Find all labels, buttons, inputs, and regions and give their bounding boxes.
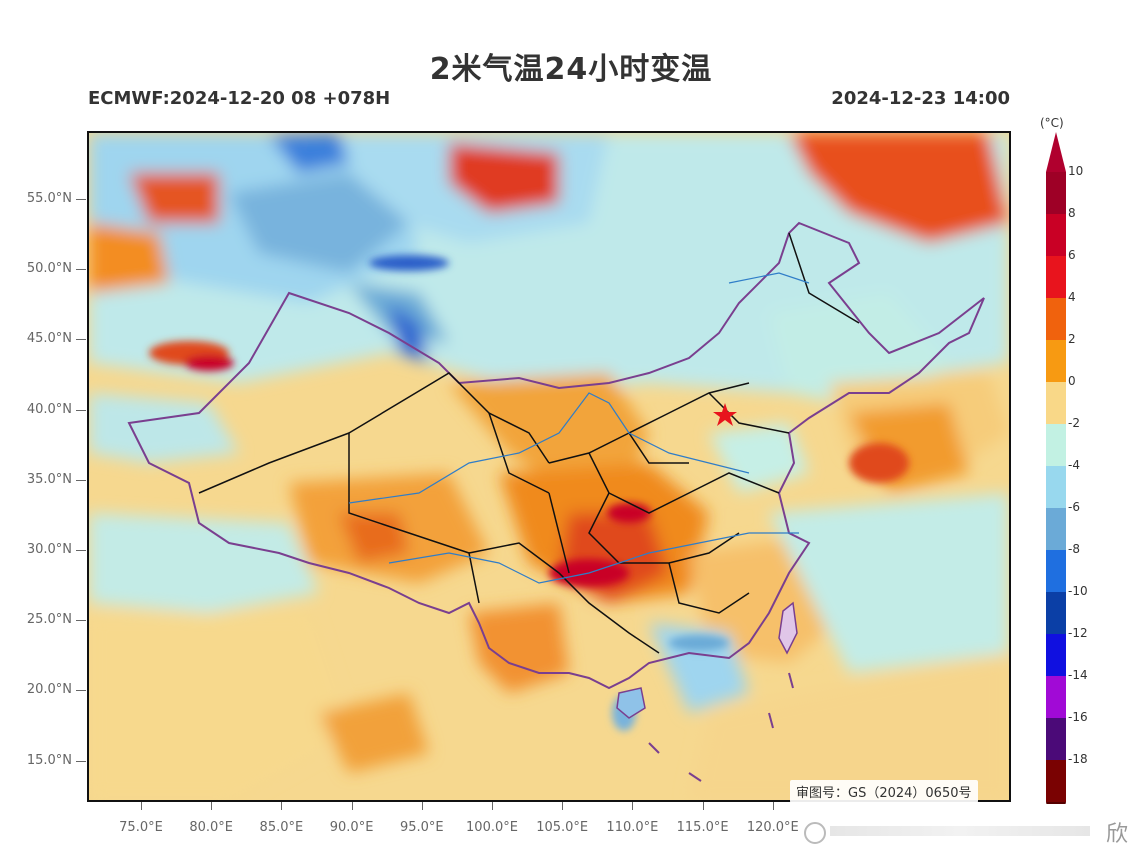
longitude-label: 120.0°E (746, 820, 799, 835)
latitude-label: 40.0°N (26, 401, 72, 417)
longitude-label: 75.0°E (119, 820, 163, 835)
colorbar-band (1046, 760, 1066, 802)
latitude-tick (76, 409, 86, 411)
national-boundary (127, 221, 985, 690)
longitude-label: 115.0°E (676, 820, 729, 835)
colorbar-band (1046, 676, 1066, 718)
star-icon (713, 403, 737, 426)
longitude-label: 85.0°E (259, 820, 304, 835)
taiwan-outline (778, 601, 798, 655)
latitude-label: 15.0°N (26, 752, 72, 768)
latitude-label: 55.0°N (26, 191, 72, 206)
colorbar-band (1046, 172, 1066, 214)
colorbar-label: -16 (1068, 710, 1088, 724)
longitude-tick (141, 802, 142, 810)
longitude-tick (562, 802, 564, 810)
latitude-tick (76, 760, 86, 762)
colorbar-band (1046, 718, 1066, 760)
colorbar-band (1046, 508, 1066, 550)
latitude-label: 30.0°N (26, 542, 72, 557)
longitude-tick (632, 802, 634, 810)
latitude-tick (76, 479, 86, 481)
colorbar-label: -10 (1068, 584, 1088, 598)
longitude-tick (281, 802, 283, 810)
colorbar-label: -12 (1068, 626, 1088, 640)
latitude-tick (76, 550, 86, 551)
colorbar-label: -8 (1068, 542, 1080, 556)
latitude-tick (76, 620, 86, 622)
latitude-label: 50.0°N (26, 261, 72, 277)
colorbar-band (1046, 382, 1066, 424)
longitude-label: 95.0°E (399, 820, 444, 835)
colorbar-band (1046, 634, 1066, 676)
temperature-change-map (87, 131, 1011, 802)
colorbar-band (1046, 466, 1066, 508)
longitude-label: 90.0°E (329, 820, 374, 835)
colorbar-top-arrow (1046, 132, 1066, 172)
latitude-label: 35.0°N (26, 471, 72, 487)
legend-unit: (°C) (1040, 116, 1064, 130)
map-canvas (89, 133, 1009, 800)
colorbar-label: -14 (1068, 668, 1088, 682)
map-title: 2米气温24小时变温 (429, 52, 713, 87)
colorbar-label: 10 (1068, 164, 1084, 178)
latitude-label: 25.0°N (26, 612, 72, 628)
colorbar-label: 8 (1068, 206, 1076, 220)
longitude-tick (351, 802, 353, 810)
colorbar-label: 6 (1068, 248, 1076, 262)
provincial-boundaries (198, 232, 860, 654)
longitude-tick (772, 802, 774, 810)
colorbar-label: 2 (1068, 332, 1076, 346)
latitude-tick (76, 690, 86, 692)
rivers (348, 272, 810, 584)
colorbar-band (1046, 340, 1066, 382)
map-approval-number: 审图号：GS（2024）0650号 (790, 780, 978, 803)
weibo-watermark: 欣 (800, 812, 1142, 852)
valid-time-label: 2024-12-23 14:00 (831, 88, 1010, 109)
longitude-tick (211, 802, 213, 810)
colorbar-band (1046, 424, 1066, 466)
latitude-tick (76, 269, 86, 271)
longitude-tick (702, 802, 704, 810)
longitude-label: 110.0°E (606, 820, 659, 835)
colorbar (1046, 132, 1066, 804)
latitude-label: 45.0°N (26, 331, 72, 347)
colorbar-label: -6 (1068, 500, 1080, 514)
colorbar-label: -18 (1068, 752, 1088, 766)
longitude-label: 100.0°E (466, 820, 518, 835)
longitude-tick (421, 802, 423, 810)
colorbar-label: 4 (1068, 290, 1076, 304)
model-run-label: ECMWF:2024-12-20 08 +078H (88, 88, 391, 109)
longitude-label: 80.0°E (189, 820, 234, 835)
colorbar-label: 0 (1068, 374, 1076, 388)
colorbar-band (1046, 298, 1066, 340)
colorbar-label: -4 (1068, 458, 1080, 472)
colorbar-band (1046, 214, 1066, 256)
colorbar-label: -2 (1068, 416, 1080, 430)
colorbar-band (1046, 550, 1066, 592)
nine-dash-line (648, 672, 794, 782)
latitude-tick (76, 339, 86, 341)
colorbar-band (1046, 592, 1066, 634)
colorbar-bottom-arrow (1046, 802, 1066, 804)
latitude-tick (76, 199, 86, 200)
hainan-outline (616, 687, 646, 719)
longitude-tick (492, 802, 493, 810)
longitude-label: 105.0°E (536, 820, 589, 835)
colorbar-band (1046, 256, 1066, 298)
latitude-label: 20.0°N (26, 682, 72, 698)
